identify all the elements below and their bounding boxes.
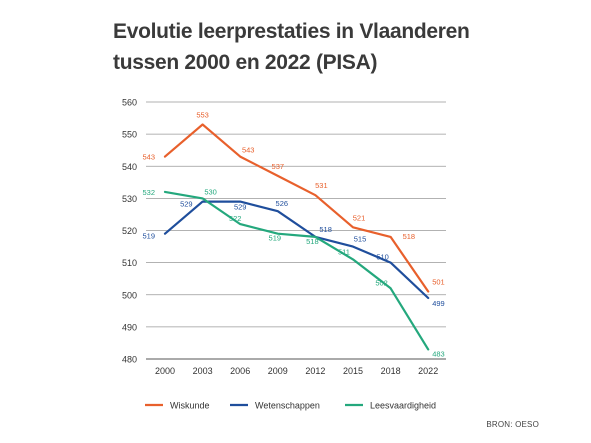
data-label: 502 (375, 278, 388, 287)
data-label: 543 (142, 153, 155, 162)
data-label: 526 (276, 199, 289, 208)
data-label: 537 (272, 162, 285, 171)
x-tick-label: 2003 (193, 366, 213, 376)
x-tick-label: 2006 (230, 366, 250, 376)
data-label: 530 (204, 187, 217, 196)
data-label: 483 (432, 349, 445, 358)
data-label: 522 (229, 214, 242, 223)
x-tick-label: 2022 (418, 366, 438, 376)
y-tick-label: 520 (122, 226, 137, 236)
data-label: 499 (432, 299, 445, 308)
series-line-wetenschappen (163, 200, 430, 300)
y-tick-label: 510 (122, 258, 137, 268)
chart-title-line-1: Evolutie leerprestaties in Vlaanderen (113, 20, 470, 43)
y-tick-label: 560 (122, 98, 137, 108)
data-label: 519 (269, 234, 282, 243)
data-label: 518 (319, 225, 332, 234)
data-label: 518 (403, 232, 416, 241)
data-label: 521 (353, 213, 366, 222)
data-label: 501 (432, 278, 445, 287)
data-label: 531 (315, 181, 328, 190)
data-label: 529 (234, 203, 247, 212)
legend-label: Wetenschappen (255, 401, 320, 411)
legend-label: Wiskunde (170, 401, 210, 411)
data-label: 515 (354, 235, 367, 244)
legend-label: Leesvaardigheid (370, 401, 436, 411)
data-label: 543 (242, 146, 255, 155)
x-tick-label: 2018 (381, 366, 401, 376)
data-label: 532 (142, 188, 155, 197)
y-tick-label: 500 (122, 290, 137, 300)
chart-title-line-2: tussen 2000 en 2022 (PISA) (113, 51, 378, 74)
data-label: 510 (376, 253, 389, 262)
source-note: BRON: OESO (486, 420, 539, 429)
series-line-leesvaardigheid (163, 190, 430, 351)
data-label: 518 (306, 237, 319, 246)
y-tick-label: 540 (122, 162, 137, 172)
x-tick-label: 2012 (305, 366, 325, 376)
data-label: 529 (180, 200, 193, 209)
data-label: 519 (142, 232, 155, 241)
x-tick-label: 2009 (268, 366, 288, 376)
y-tick-label: 530 (122, 194, 137, 204)
y-tick-label: 490 (122, 322, 137, 332)
y-tick-label: 550 (122, 130, 137, 140)
x-tick-label: 2015 (343, 366, 363, 376)
series-line-wiskunde (163, 123, 430, 293)
y-tick-label: 480 (122, 355, 137, 365)
data-label: 511 (338, 247, 350, 256)
chart-title: Evolutie leerprestaties in Vlaanderen tu… (113, 16, 553, 78)
data-label: 553 (196, 110, 209, 119)
x-tick-label: 2000 (155, 366, 175, 376)
